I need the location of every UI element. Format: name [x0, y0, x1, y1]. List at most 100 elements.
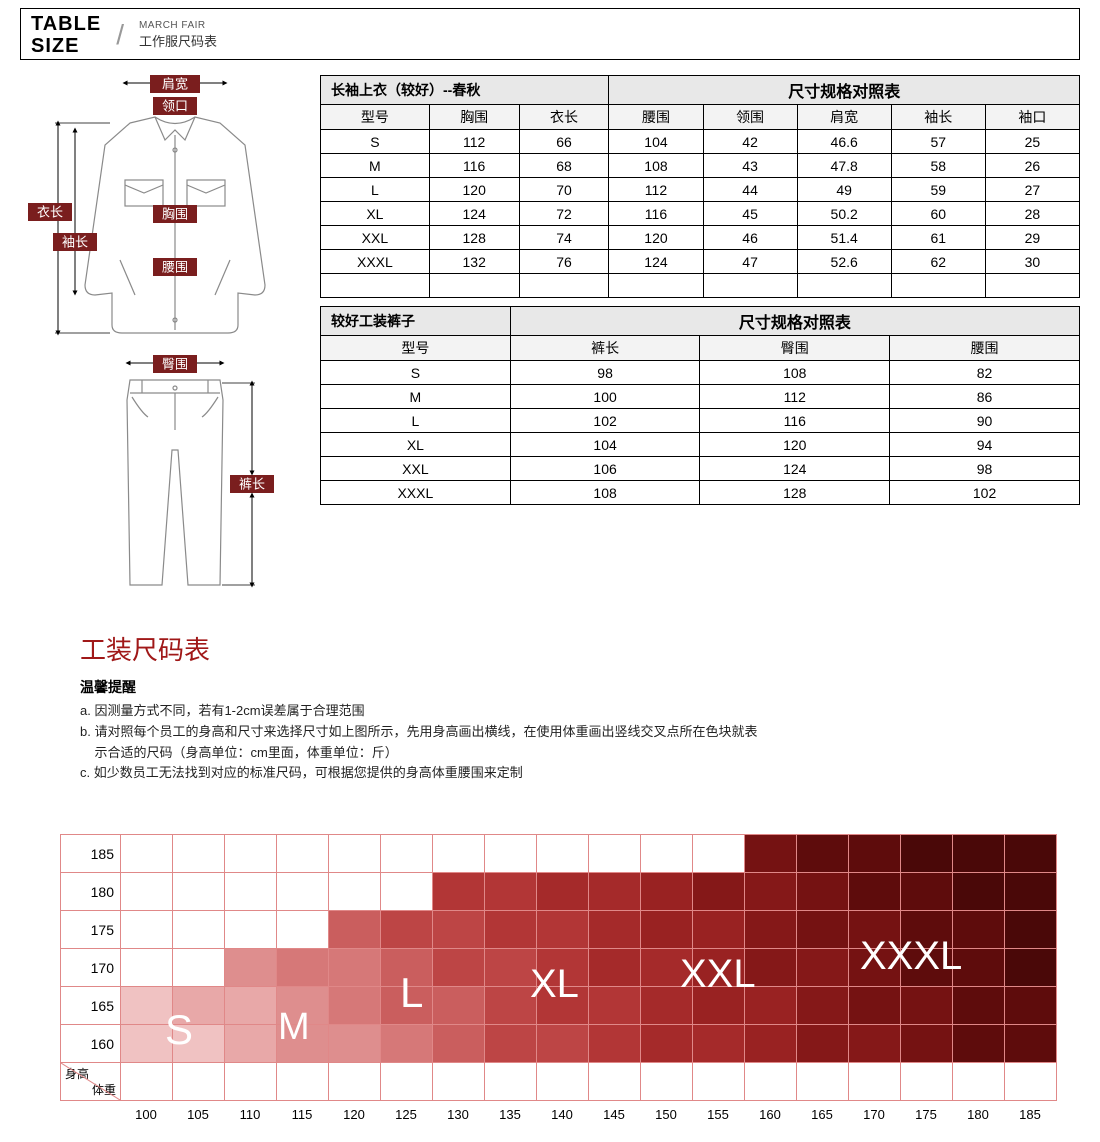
heatmap-cell [537, 987, 589, 1025]
heatmap-x-label: 125 [380, 1107, 432, 1122]
heatmap-cell [485, 1025, 537, 1063]
heatmap-cell [589, 949, 641, 987]
heatmap-cell [901, 873, 953, 911]
table-column-header: 胸围 [429, 105, 519, 130]
heatmap-cell [1005, 949, 1057, 987]
table2-title-left: 较好工装裤子 [321, 307, 511, 336]
heatmap-cell [277, 949, 329, 987]
table-row: XL10412094 [321, 433, 1080, 457]
pants-size-table: 较好工装裤子 尺寸规格对照表 型号裤长臀围腰围 S9810882M1001128… [320, 306, 1080, 505]
heatmap-cell [745, 873, 797, 911]
heatmap-x-label: 165 [796, 1107, 848, 1122]
heatmap-x-label: 180 [952, 1107, 1004, 1122]
heatmap-cell [329, 873, 381, 911]
heatmap-cell [329, 987, 381, 1025]
heatmap-cell [485, 873, 537, 911]
size-heatmap: 185180175170165160身高体重 10010511011512012… [60, 834, 1080, 1122]
heatmap-cell [693, 835, 745, 873]
heatmap-cell [537, 1025, 589, 1063]
heatmap-y-label: 160 [61, 1025, 121, 1063]
table-column-header: 腰围 [609, 105, 703, 130]
heatmap-cell [693, 1025, 745, 1063]
heatmap-cell [1005, 911, 1057, 949]
heatmap-x-label: 135 [484, 1107, 536, 1122]
heatmap-cell [953, 911, 1005, 949]
heatmap-x-label: 175 [900, 1107, 952, 1122]
table2-title-right: 尺寸规格对照表 [510, 307, 1079, 336]
heatmap-cell [797, 949, 849, 987]
heatmap-cell [693, 911, 745, 949]
heatmap-cell [589, 1025, 641, 1063]
heatmap-cell [797, 835, 849, 873]
heatmap-y-label: 175 [61, 911, 121, 949]
heatmap-cell [329, 911, 381, 949]
heatmap-cell [797, 873, 849, 911]
heatmap-cell [485, 987, 537, 1025]
table-row: XXL128741204651.46129 [321, 226, 1080, 250]
table-row: XXXL132761244752.66230 [321, 250, 1080, 274]
heatmap-cell [1005, 1025, 1057, 1063]
heatmap-cell [329, 1025, 381, 1063]
table-row: S9810882 [321, 361, 1080, 385]
heatmap-cell [693, 873, 745, 911]
heatmap-cell [641, 949, 693, 987]
heatmap-x-label: 150 [640, 1107, 692, 1122]
heatmap-x-label: 170 [848, 1107, 900, 1122]
heatmap-cell [173, 835, 225, 873]
table1-title-right: 尺寸规格对照表 [609, 76, 1080, 105]
heatmap-cell [485, 949, 537, 987]
heatmap-cell [953, 949, 1005, 987]
table-row: M116681084347.85826 [321, 154, 1080, 178]
label-sleeve-length: 袖长 [62, 234, 88, 249]
table-column-header: 肩宽 [797, 105, 891, 130]
heatmap-cell [121, 987, 173, 1025]
table-column-header: 衣长 [519, 105, 609, 130]
table-row: S112661044246.65725 [321, 130, 1080, 154]
heatmap-cell [121, 835, 173, 873]
label-pants-length: 裤长 [239, 476, 265, 491]
heatmap-cell [381, 949, 433, 987]
heatmap-cell [641, 835, 693, 873]
heatmap-x-label: 155 [692, 1107, 744, 1122]
notes-section: 工装尺码表 温馨提醒 a. 因测量方式不同，若有1-2cm误差属于合理范围b. … [0, 620, 1100, 804]
heatmap-cell [381, 873, 433, 911]
heatmap-cell [381, 835, 433, 873]
heatmap-y-label: 185 [61, 835, 121, 873]
heatmap-cell [745, 835, 797, 873]
heatmap-x-label: 105 [172, 1107, 224, 1122]
heatmap-cell [225, 1025, 277, 1063]
notes-line: b. 请对照每个员工的身高和尺寸来选择尺寸如上图所示，先用身高画出横线，在使用体… [80, 722, 1040, 743]
header-title-line1: TABLE [31, 13, 101, 35]
label-hip: 臀围 [162, 356, 188, 371]
table-row: M10011286 [321, 385, 1080, 409]
notes-line: c. 如少数员工无法找到对应的标准尺码，可根据您提供的身高体重腰围来定制 [80, 763, 1040, 784]
heatmap-cell [745, 911, 797, 949]
heatmap-cell [433, 911, 485, 949]
heatmap-cell [901, 911, 953, 949]
heatmap-cell [953, 987, 1005, 1025]
table-row [321, 274, 1080, 298]
heatmap-cell [745, 987, 797, 1025]
heatmap-cell [277, 873, 329, 911]
heatmap-cell [121, 873, 173, 911]
heatmap-cell [901, 1025, 953, 1063]
heatmap-cell [485, 911, 537, 949]
heatmap-cell [277, 987, 329, 1025]
heatmap-cell [901, 987, 953, 1025]
heatmap-cell [225, 873, 277, 911]
heatmap-x-label: 160 [744, 1107, 796, 1122]
heatmap-cell [849, 1025, 901, 1063]
heatmap-cell [173, 949, 225, 987]
heatmap-cell [641, 987, 693, 1025]
heatmap-y-label: 170 [61, 949, 121, 987]
heatmap-cell [797, 911, 849, 949]
heatmap-cell [953, 1025, 1005, 1063]
table-column-header: 袖口 [985, 105, 1079, 130]
table-row: XXL10612498 [321, 457, 1080, 481]
heatmap-cell [173, 911, 225, 949]
heatmap-x-label: 120 [328, 1107, 380, 1122]
table-column-header: 腰围 [890, 336, 1080, 361]
heatmap-cell [173, 1025, 225, 1063]
header-slash: / [116, 19, 124, 51]
header-title: TABLE SIZE [31, 13, 101, 57]
